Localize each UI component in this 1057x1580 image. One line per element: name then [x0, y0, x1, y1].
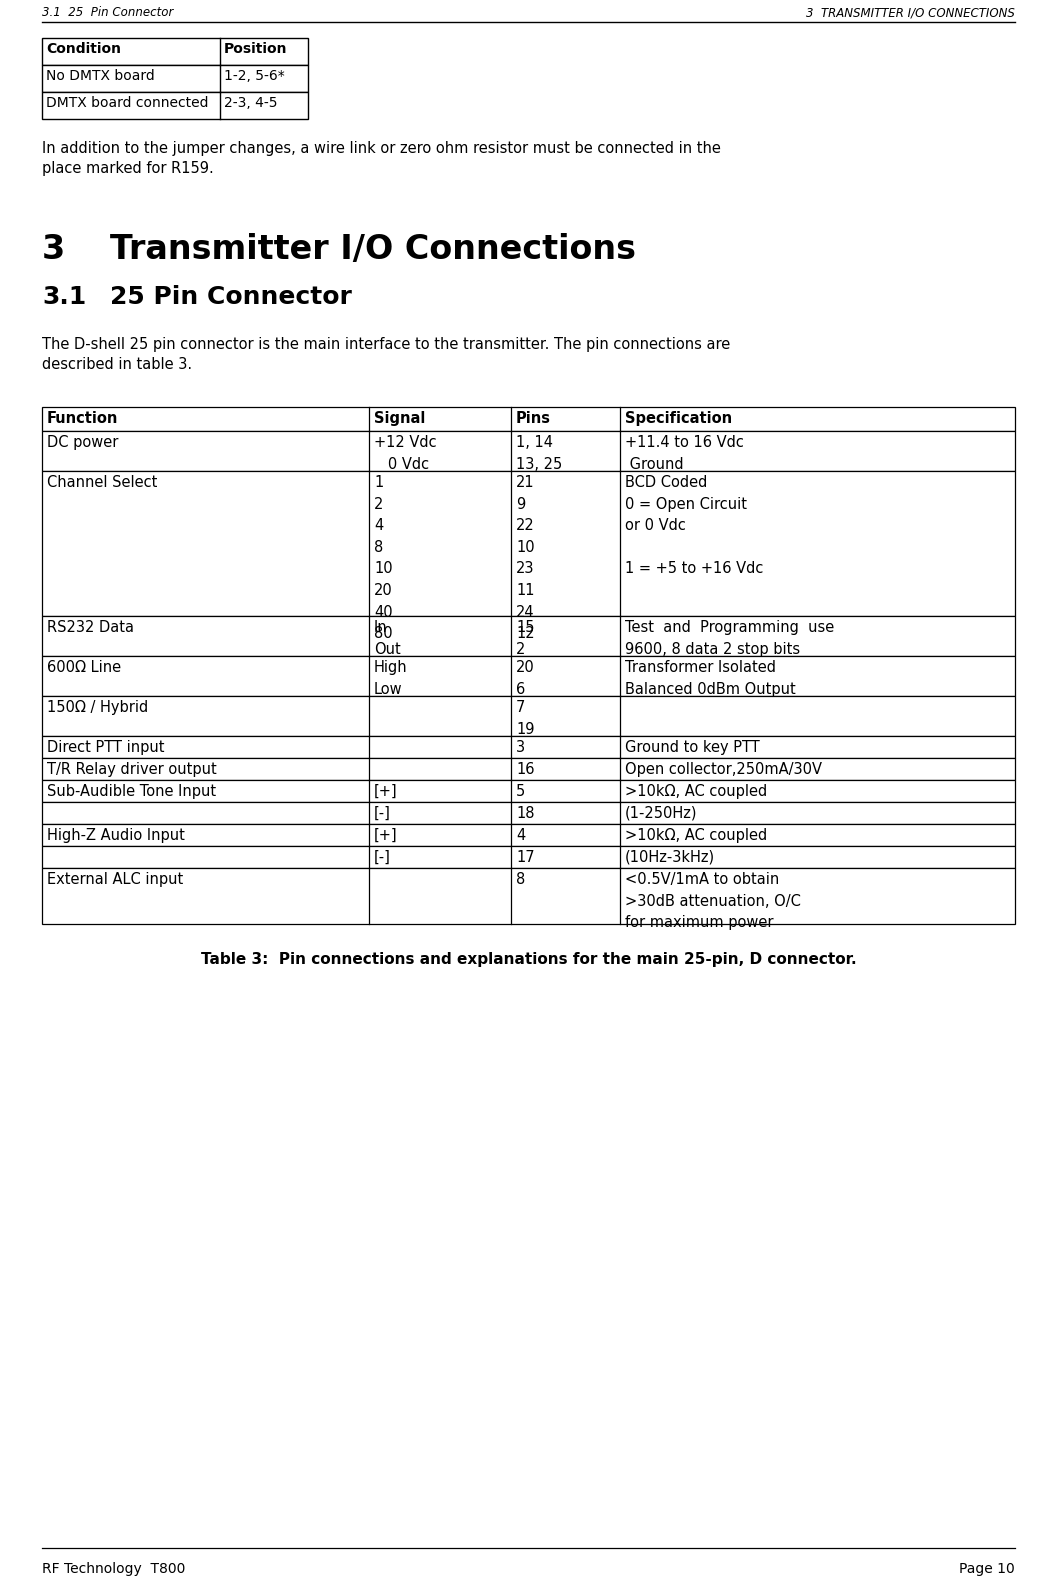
Text: 4: 4 [516, 828, 525, 844]
Text: [-]: [-] [374, 806, 391, 822]
Text: High
Low: High Low [374, 660, 408, 697]
Text: 600Ω Line: 600Ω Line [47, 660, 122, 675]
Bar [42, 736, 1015, 758]
Text: (10Hz-3kHz): (10Hz-3kHz) [625, 850, 716, 864]
Text: Page 10: Page 10 [960, 1563, 1015, 1575]
Text: 2-3, 4-5: 2-3, 4-5 [224, 96, 278, 111]
Text: High-Z Audio Input: High-Z Audio Input [47, 828, 185, 844]
Text: 3.1  25  Pin Connector: 3.1 25 Pin Connector [42, 6, 173, 19]
Text: 150Ω / Hybrid: 150Ω / Hybrid [47, 700, 148, 716]
Text: Open collector,250mA/30V: Open collector,250mA/30V [625, 762, 822, 777]
Text: [+]: [+] [374, 784, 397, 799]
Text: place marked for R159.: place marked for R159. [42, 161, 214, 175]
Text: +11.4 to 16 Vdc
 Ground: +11.4 to 16 Vdc Ground [625, 435, 744, 471]
Text: DC power: DC power [47, 435, 118, 450]
Text: <0.5V/1mA to obtain
>30dB attenuation, O/C
for maximum power: <0.5V/1mA to obtain >30dB attenuation, O… [625, 872, 801, 931]
Bar [42, 38, 308, 65]
Bar [42, 656, 1015, 697]
Text: 21
9
22
10
23
11
24
12: 21 9 22 10 23 11 24 12 [516, 476, 535, 641]
Text: Condition: Condition [47, 43, 120, 55]
Text: described in table 3.: described in table 3. [42, 357, 192, 371]
Bar [42, 758, 1015, 781]
Text: +12 Vdc
   0 Vdc: +12 Vdc 0 Vdc [374, 435, 437, 471]
Bar [42, 781, 1015, 803]
Text: 25 Pin Connector: 25 Pin Connector [110, 284, 352, 310]
Text: BCD Coded
0 = Open Circuit
or 0 Vdc

1 = +5 to +16 Vdc: BCD Coded 0 = Open Circuit or 0 Vdc 1 = … [625, 476, 763, 577]
Text: Sub-Audible Tone Input: Sub-Audible Tone Input [47, 784, 216, 799]
Text: 16: 16 [516, 762, 535, 777]
Text: Pins: Pins [516, 411, 551, 427]
Text: Specification: Specification [625, 411, 733, 427]
Text: (1-250Hz): (1-250Hz) [625, 806, 698, 822]
Bar [42, 431, 1015, 471]
Text: >10kΩ, AC coupled: >10kΩ, AC coupled [625, 784, 767, 799]
Text: 3  TRANSMITTER I/O CONNECTIONS: 3 TRANSMITTER I/O CONNECTIONS [806, 6, 1015, 19]
Text: DMTX board connected: DMTX board connected [47, 96, 208, 111]
Text: Ground to key PTT: Ground to key PTT [625, 739, 760, 755]
Text: Function: Function [47, 411, 118, 427]
Bar [42, 825, 1015, 845]
Text: RF Technology  T800: RF Technology T800 [42, 1563, 185, 1575]
Bar [42, 697, 1015, 736]
Text: 1
2
4
8
10
20
40
80: 1 2 4 8 10 20 40 80 [374, 476, 393, 641]
Text: 5: 5 [516, 784, 525, 799]
Text: 3: 3 [42, 232, 66, 265]
Text: External ALC input: External ALC input [47, 872, 183, 886]
Bar [42, 471, 1015, 616]
Text: Transmitter I/O Connections: Transmitter I/O Connections [110, 232, 636, 265]
Text: In addition to the jumper changes, a wire link or zero ohm resistor must be conn: In addition to the jumper changes, a wir… [42, 141, 721, 156]
Text: Signal: Signal [374, 411, 425, 427]
Text: 15
2: 15 2 [516, 619, 535, 657]
Bar [42, 845, 1015, 867]
Bar [42, 867, 1015, 924]
Text: T/R Relay driver output: T/R Relay driver output [47, 762, 217, 777]
Text: 20
6: 20 6 [516, 660, 535, 697]
Bar [42, 616, 1015, 656]
Text: 17: 17 [516, 850, 535, 864]
Bar [42, 65, 308, 92]
Text: Direct PTT input: Direct PTT input [47, 739, 165, 755]
Text: In
Out: In Out [374, 619, 401, 657]
Text: 3.1: 3.1 [42, 284, 87, 310]
Text: No DMTX board: No DMTX board [47, 70, 154, 84]
Text: Test  and  Programming  use
9600, 8 data 2 stop bits: Test and Programming use 9600, 8 data 2 … [625, 619, 834, 657]
Text: [-]: [-] [374, 850, 391, 864]
Text: Table 3:  Pin connections and explanations for the main 25-pin, D connector.: Table 3: Pin connections and explanation… [201, 953, 856, 967]
Text: 1, 14
13, 25: 1, 14 13, 25 [516, 435, 562, 471]
Text: 1-2, 5-6*: 1-2, 5-6* [224, 70, 284, 84]
Text: The D-shell 25 pin connector is the main interface to the transmitter. The pin c: The D-shell 25 pin connector is the main… [42, 337, 730, 352]
Text: 8: 8 [516, 872, 525, 886]
Text: >10kΩ, AC coupled: >10kΩ, AC coupled [625, 828, 767, 844]
Text: 3: 3 [516, 739, 525, 755]
Text: 18: 18 [516, 806, 535, 822]
Text: Channel Select: Channel Select [47, 476, 157, 490]
Bar [42, 92, 308, 118]
Bar [42, 803, 1015, 825]
Text: RS232 Data: RS232 Data [47, 619, 134, 635]
Text: Transformer Isolated
Balanced 0dBm Output: Transformer Isolated Balanced 0dBm Outpu… [625, 660, 796, 697]
Text: 7
19: 7 19 [516, 700, 535, 736]
Text: [+]: [+] [374, 828, 397, 844]
Bar [42, 408, 1015, 431]
Text: Position: Position [224, 43, 288, 55]
